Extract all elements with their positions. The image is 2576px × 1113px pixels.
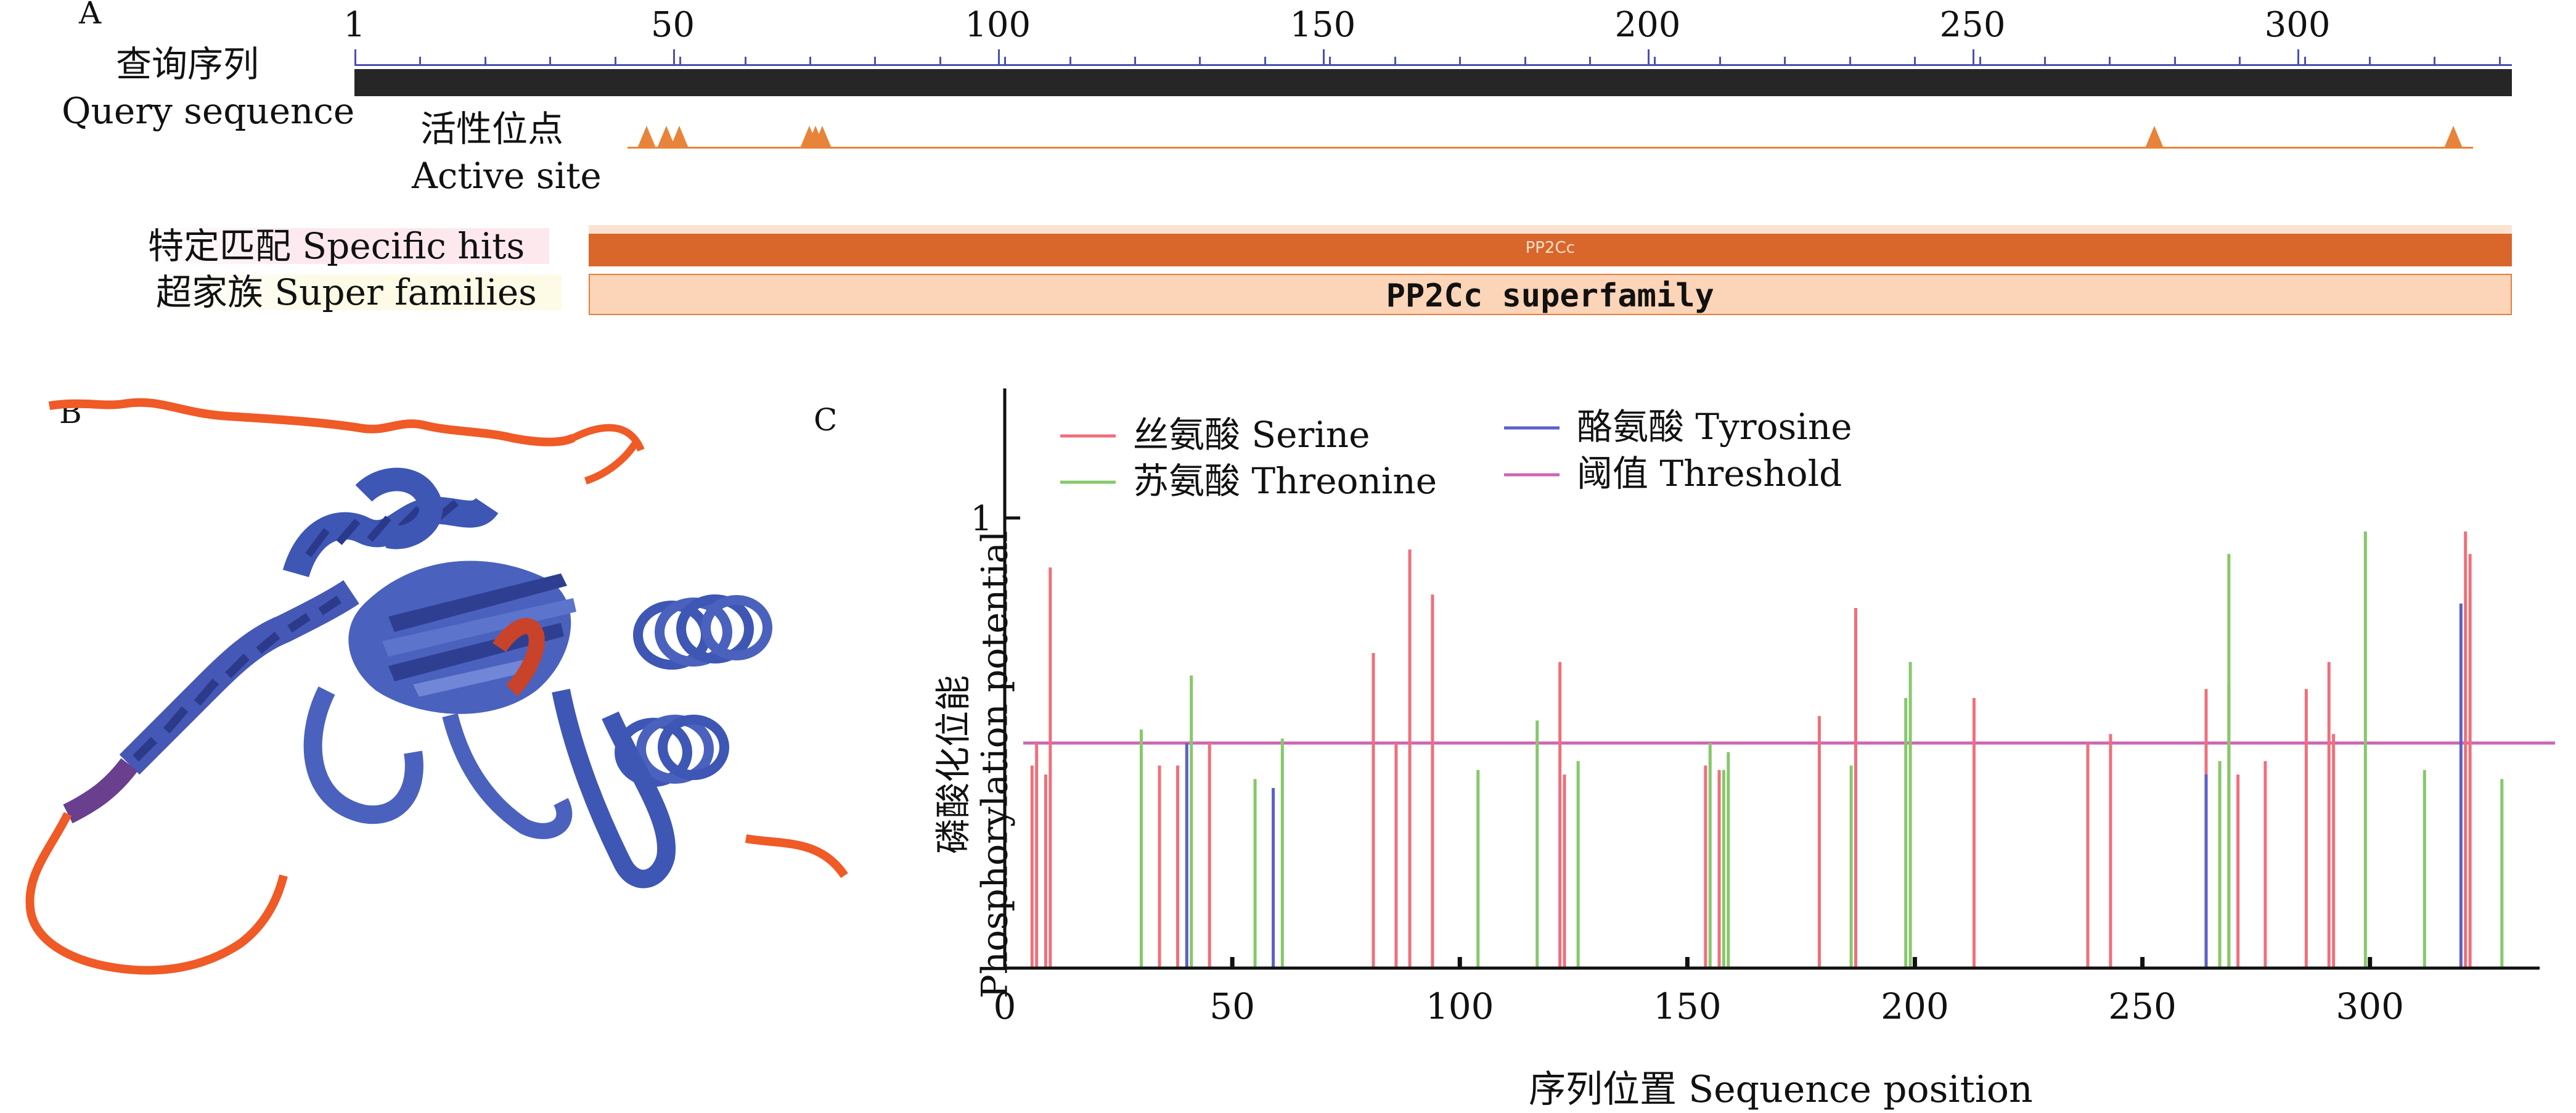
scale-tick-label: 250 — [1939, 5, 2006, 45]
scale-minor-tick — [1589, 57, 1591, 65]
scale-axis-line — [354, 64, 2512, 66]
coil-segments — [25, 398, 848, 975]
scale-minor-tick — [2043, 57, 2046, 65]
scale-minor-tick — [2498, 57, 2501, 65]
scale-tick-label: 150 — [1290, 5, 1356, 45]
active-site-label-en: Active site — [412, 155, 602, 197]
x-tick-label: 50 — [1209, 985, 1255, 1027]
scale-major-tick — [673, 49, 675, 65]
specific-hit-cap — [588, 225, 2512, 234]
scale-minor-tick — [1849, 57, 1851, 65]
helix-right-coil — [615, 594, 772, 787]
scale-minor-tick — [1329, 57, 1331, 65]
scale-minor-tick — [484, 57, 486, 65]
x-tick-label: 250 — [2108, 985, 2177, 1027]
scale-minor-tick — [1264, 57, 1266, 65]
x-tick-label: 200 — [1881, 985, 1949, 1027]
legend-label: 丝氨酸 Serine — [1133, 414, 1370, 456]
scale-major-tick — [1973, 49, 1974, 65]
scale-tick-label: 50 — [650, 5, 695, 45]
beta-hairpin-lower — [303, 686, 676, 889]
scale-minor-tick — [1914, 57, 1916, 65]
panel-c-letter: C — [814, 402, 838, 438]
protein-3d-structure — [25, 398, 848, 975]
scale-tick-label: 100 — [965, 5, 1031, 45]
helix-upper — [282, 467, 499, 578]
active-site-marker[interactable] — [813, 126, 832, 148]
superfamily-name: PP2Cc superfamily — [1386, 277, 1714, 314]
panel-a-letter: A — [79, 0, 102, 31]
active-site-marker[interactable] — [637, 126, 656, 148]
scale-minor-tick — [1524, 57, 1526, 65]
scale-minor-tick — [1784, 57, 1786, 65]
scale-minor-tick — [419, 57, 422, 65]
specific-hit-name: PP2Cc — [1525, 239, 1575, 257]
scale-minor-tick — [1459, 57, 1462, 65]
active-site-marker[interactable] — [670, 126, 689, 148]
query-sequence-bar[interactable] — [354, 69, 2512, 96]
legend-label: 苏氨酸 Threonine — [1133, 460, 1437, 502]
specific-hit-pp2cc-bar[interactable]: PP2Cc — [588, 225, 2512, 266]
scale-minor-tick — [2304, 57, 2306, 65]
scale-minor-tick — [1654, 57, 1656, 65]
scale-minor-tick — [1004, 57, 1007, 65]
helix-left — [63, 580, 359, 824]
scale-major-tick — [997, 49, 1000, 65]
active-site-marker[interactable] — [2145, 126, 2164, 148]
specific-hits-label: 特定匹配 Specific hits — [148, 228, 550, 264]
x-tick-label: 100 — [1426, 985, 1494, 1027]
scale-minor-tick — [2239, 57, 2241, 65]
scale-tick-label: 200 — [1614, 5, 1681, 45]
x-tick-label: 150 — [1653, 985, 1722, 1027]
scale-minor-tick — [2173, 57, 2176, 65]
x-tick-label: 0 — [994, 985, 1016, 1027]
query-label-cn: 查询序列 — [116, 43, 260, 85]
scale-tick-label: 1 — [343, 5, 366, 45]
x-tick-label: 300 — [2336, 985, 2404, 1027]
query-label-en: Query sequence — [62, 90, 355, 132]
super-families-label: 超家族 Super families — [156, 274, 562, 310]
scale-minor-tick — [1394, 57, 1396, 65]
scale-major-tick — [2297, 49, 2300, 65]
scale-minor-tick — [809, 57, 811, 65]
scale-minor-tick — [549, 57, 552, 65]
active-site-marker[interactable] — [2444, 126, 2463, 148]
scale-minor-tick — [874, 57, 877, 65]
scale-minor-tick — [1719, 57, 1721, 65]
scale-minor-tick — [744, 57, 746, 65]
superfamily-pp2cc-bar[interactable]: PP2Cc superfamily — [588, 274, 2512, 315]
scale-minor-tick — [679, 57, 682, 65]
y-tick-label: 1 — [970, 499, 992, 539]
legend-label: 阈值 Threshold — [1577, 453, 1842, 495]
x-axis-title: 序列位置 Sequence position — [1529, 1068, 2033, 1111]
scale-minor-tick — [1069, 57, 1071, 65]
scale-minor-tick — [939, 57, 941, 65]
scale-minor-tick — [1979, 57, 1981, 65]
legend-label: 酪氨酸 Tyrosine — [1577, 406, 1852, 448]
scale-minor-tick — [1134, 57, 1137, 65]
active-site-track-line — [627, 147, 2473, 149]
scale-minor-tick — [2109, 57, 2111, 65]
active-site-label-cn: 活性位点 — [420, 108, 564, 150]
scale-minor-tick — [2434, 57, 2436, 65]
scale-major-tick — [1647, 49, 1650, 65]
scale-minor-tick — [2369, 57, 2371, 65]
scale-major-tick — [354, 49, 356, 65]
scale-tick-label: 300 — [2264, 5, 2331, 45]
scale-major-tick — [1322, 49, 1325, 65]
scale-minor-tick — [614, 57, 616, 65]
scale-minor-tick — [1199, 57, 1201, 65]
